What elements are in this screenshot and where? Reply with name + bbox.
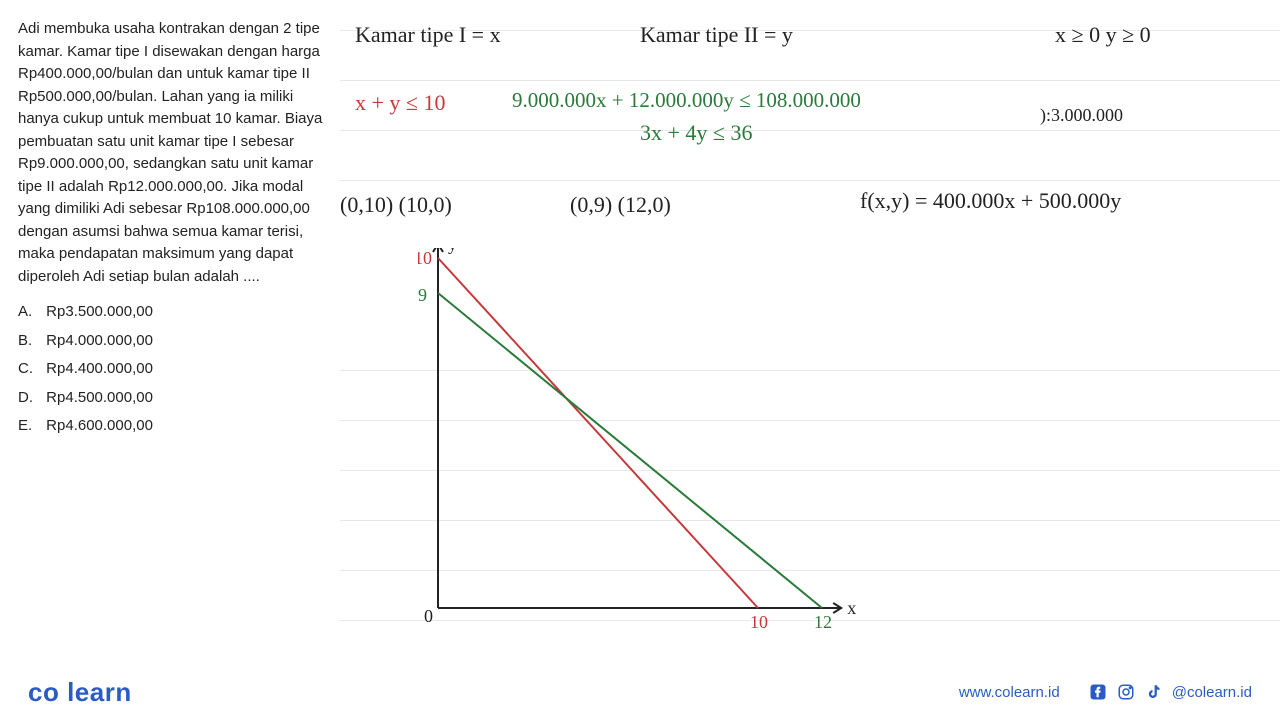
hw-constraint-2a: 9.000.000x + 12.000.000y ≤ 108.000.000 xyxy=(512,88,861,113)
facebook-icon[interactable] xyxy=(1088,682,1108,702)
option-value: Rp4.400.000,00 xyxy=(46,360,153,377)
x-tick-10: 10 xyxy=(750,612,768,632)
social-handle[interactable]: @colearn.id xyxy=(1172,684,1252,701)
hw-var-x: Kamar tipe I = x xyxy=(355,22,501,48)
hw-constraint-1: x + y ≤ 10 xyxy=(355,90,445,116)
option-value: Rp4.500.000,00 xyxy=(46,389,153,406)
option-d: D. Rp4.500.000,00 xyxy=(18,384,333,413)
option-e: E. Rp4.600.000,00 xyxy=(18,412,333,441)
hw-points-2: (0,9) (12,0) xyxy=(570,192,671,218)
tiktok-icon[interactable] xyxy=(1144,682,1164,702)
hw-points-1: (0,10) (10,0) xyxy=(340,192,452,218)
x-tick-12: 12 xyxy=(814,612,832,632)
hw-constraint-2b: 3x + 4y ≤ 36 xyxy=(640,120,752,146)
option-label: A. xyxy=(18,301,42,324)
option-label: D. xyxy=(18,387,42,410)
graph-container: 0 y x 10 9 10 12 xyxy=(418,248,868,638)
constraint-line-1 xyxy=(438,258,758,608)
footer-social: @colearn.id xyxy=(1088,682,1252,702)
y-tick-9: 9 xyxy=(418,285,427,305)
graph-svg: 0 y x 10 9 10 12 xyxy=(418,248,868,638)
constraint-line-2 xyxy=(438,293,822,608)
option-c: C. Rp4.400.000,00 xyxy=(18,355,333,384)
question-panel: Adi membuka usaha kontrakan dengan 2 tip… xyxy=(18,18,333,441)
option-label: E. xyxy=(18,415,42,438)
footer: co learn www.colearn.id @colearn.id xyxy=(0,664,1280,720)
hw-nonneg: x ≥ 0 y ≥ 0 xyxy=(1055,22,1151,48)
option-value: Rp4.600.000,00 xyxy=(46,417,153,434)
options-list: A. Rp3.500.000,00 B. Rp4.000.000,00 C. R… xyxy=(18,298,333,441)
origin-label: 0 xyxy=(424,606,433,626)
gridline xyxy=(340,180,1280,181)
option-value: Rp4.000.000,00 xyxy=(46,332,153,349)
option-label: B. xyxy=(18,330,42,353)
brand-logo: co learn xyxy=(28,677,132,708)
hw-div-note: ):3.000.000 xyxy=(1040,105,1123,126)
instagram-icon[interactable] xyxy=(1116,682,1136,702)
gridline xyxy=(340,130,1280,131)
option-value: Rp3.500.000,00 xyxy=(46,303,153,320)
hw-var-y: Kamar tipe II = y xyxy=(640,22,793,48)
y-tick-10: 10 xyxy=(418,248,432,268)
option-label: C. xyxy=(18,358,42,381)
gridline xyxy=(340,80,1280,81)
option-b: B. Rp4.000.000,00 xyxy=(18,327,333,356)
y-axis-label: y xyxy=(448,248,457,254)
hw-objective: f(x,y) = 400.000x + 500.000y xyxy=(860,188,1121,214)
question-text: Adi membuka usaha kontrakan dengan 2 tip… xyxy=(18,18,333,288)
x-axis-label: x xyxy=(847,598,856,618)
option-a: A. Rp3.500.000,00 xyxy=(18,298,333,327)
footer-url[interactable]: www.colearn.id xyxy=(959,684,1060,701)
